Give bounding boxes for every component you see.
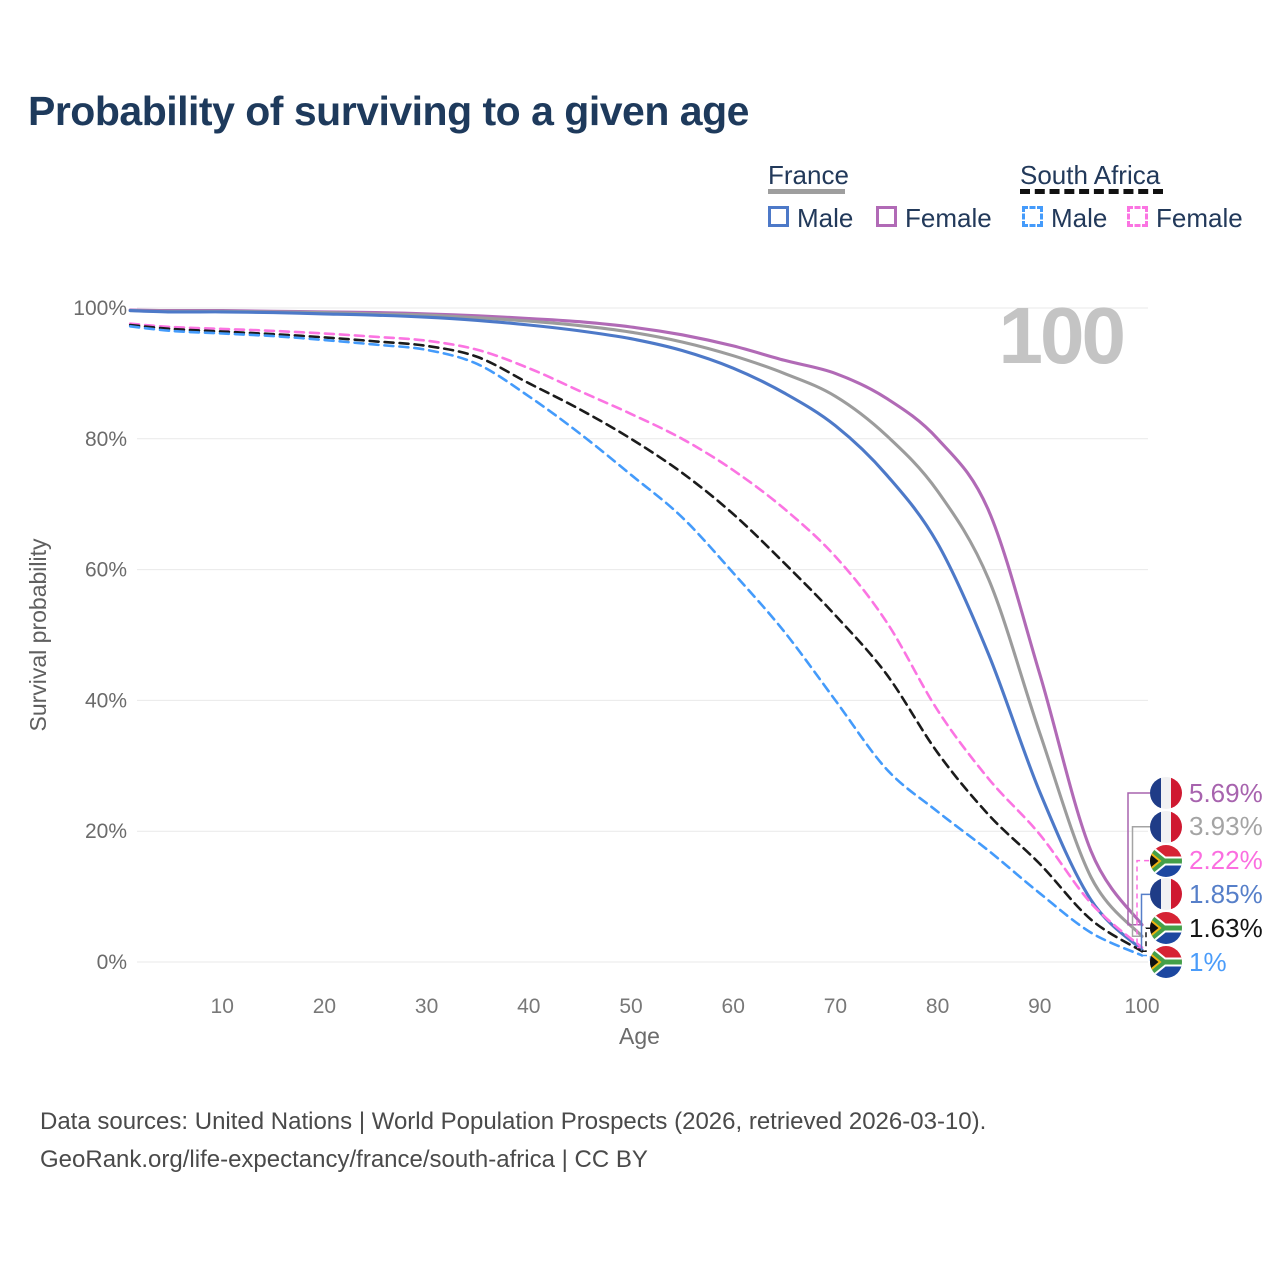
y-tick-label: 80% xyxy=(85,428,127,451)
curve-france-both-sexes xyxy=(128,309,1144,938)
leader-line-france-both-sexes xyxy=(1131,826,1150,938)
curve-south-africa-male xyxy=(128,325,1144,957)
curve-south-africa-both-sexes xyxy=(128,323,1144,953)
south-africa-flag-icon xyxy=(1150,844,1182,877)
curve-france-male xyxy=(128,309,1144,952)
y-tick-label: 100% xyxy=(73,297,127,320)
end-label-value: 1.85% xyxy=(1189,878,1263,909)
end-label-row: 2.22% xyxy=(1150,844,1263,878)
end-label-value: 3.93% xyxy=(1189,811,1263,842)
x-tick-label: 30 xyxy=(415,995,438,1018)
end-label-value: 1.63% xyxy=(1189,912,1263,943)
end-label-value: 1% xyxy=(1189,946,1227,977)
y-axis-title: Survival probability xyxy=(25,538,51,732)
end-label-value: 2.22% xyxy=(1189,845,1263,876)
y-tick-label: 40% xyxy=(85,689,127,712)
x-tick-label: 100 xyxy=(1124,995,1159,1018)
y-tick-label: 20% xyxy=(85,820,127,843)
end-label-row: 1.85% xyxy=(1150,877,1263,911)
x-tick-label: 10 xyxy=(211,995,234,1018)
legend-group-south-africa: South Africa xyxy=(1020,160,1161,190)
x-tick-label: 90 xyxy=(1028,995,1051,1018)
leader-line-france-male xyxy=(1140,893,1150,951)
curve-south-africa-female xyxy=(128,322,1144,949)
y-tick-label: 0% xyxy=(97,951,127,974)
legend-swatch-france-female xyxy=(876,206,897,227)
legend-label-south-africa-female: Female xyxy=(1156,203,1243,233)
legend-label-france-female: Female xyxy=(905,203,992,233)
leader-line-south-africa-female xyxy=(1136,859,1150,949)
leader-line-france-female xyxy=(1127,792,1150,926)
france-flag-icon xyxy=(1150,777,1182,809)
x-tick-label: 80 xyxy=(926,995,949,1018)
end-label-row: 5.69% xyxy=(1150,776,1263,810)
legend-underline-france xyxy=(768,189,845,194)
leader-line-south-africa-both-sexes xyxy=(1142,927,1150,953)
south-africa-flag-icon xyxy=(1150,912,1182,945)
x-axis-title: Age xyxy=(619,1023,660,1049)
legend-label-south-africa-male: Male xyxy=(1051,203,1108,233)
footer-data-sources: Data sources: United Nations | World Pop… xyxy=(40,1108,987,1135)
legend-label-france-male: Male xyxy=(797,203,854,233)
x-tick-label: 60 xyxy=(722,995,745,1018)
age-annotation: 100 xyxy=(998,291,1126,380)
france-flag-icon xyxy=(1150,878,1182,911)
x-tick-label: 40 xyxy=(517,995,540,1018)
legend-group-france: France xyxy=(768,160,849,190)
end-label-row: 1.63% xyxy=(1150,911,1263,945)
curve-france-female xyxy=(128,308,1144,927)
legend-underline-south-africa xyxy=(1020,189,1163,194)
y-tick-label: 60% xyxy=(85,559,127,582)
legend-swatch-france-male xyxy=(768,206,789,227)
footer-attribution: GeoRank.org/life-expectancy/france/south… xyxy=(40,1146,648,1173)
end-label-row: 3.93% xyxy=(1150,810,1263,844)
x-tick-label: 70 xyxy=(824,995,847,1018)
x-tick-label: 20 xyxy=(313,995,336,1018)
end-label-value: 5.69% xyxy=(1189,777,1263,808)
south-africa-flag-icon xyxy=(1150,946,1182,978)
x-tick-label: 50 xyxy=(619,995,642,1018)
end-label-row: 1% xyxy=(1150,945,1227,979)
france-flag-icon xyxy=(1150,810,1182,843)
legend-swatch-south-africa-female xyxy=(1127,206,1148,227)
legend-swatch-south-africa-male xyxy=(1022,206,1043,227)
page-title: Probability of surviving to a given age xyxy=(28,88,749,134)
